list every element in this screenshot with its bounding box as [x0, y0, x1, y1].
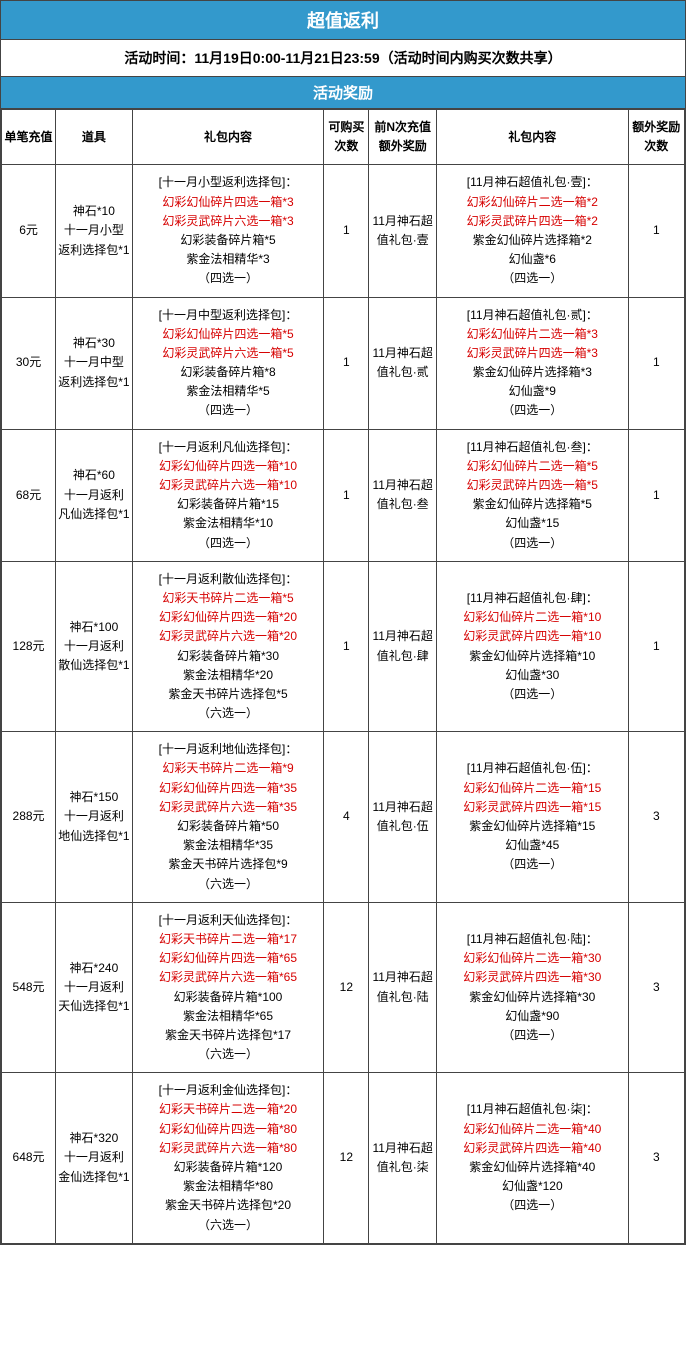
cell-reward: 11月神石超值礼包·柒	[369, 1073, 437, 1244]
cell-count: 12	[324, 902, 369, 1073]
cell-item: 神石*100十一月返利散仙选择包*1	[56, 561, 133, 732]
cell-count: 1	[324, 165, 369, 297]
col-content2: 礼包内容	[437, 110, 629, 165]
cell-content2: [11月神石超值礼包·肆]：幻彩幻仙碎片二选一箱*10幻彩灵武碎片四选一箱*10…	[437, 561, 629, 732]
cell-item: 神石*30十一月中型返利选择包*1	[56, 297, 133, 429]
cell-reward: 11月神石超值礼包·肆	[369, 561, 437, 732]
col-price: 单笔充值	[2, 110, 56, 165]
event-time: 活动时间：11月19日0:00-11月21日23:59（活动时间内购买次数共享）	[1, 40, 685, 77]
cell-count: 12	[324, 1073, 369, 1244]
cell-extracount: 1	[628, 561, 684, 732]
cell-content2: [11月神石超值礼包·柒]：幻彩幻仙碎片二选一箱*40幻彩灵武碎片四选一箱*40…	[437, 1073, 629, 1244]
header-title: 超值返利	[1, 1, 685, 40]
col-extracount: 额外奖励次数	[628, 110, 684, 165]
cell-reward: 11月神石超值礼包·壹	[369, 165, 437, 297]
cell-content1: [十一月返利金仙选择包]：幻彩天书碎片二选一箱*20幻彩幻仙碎片四选一箱*80幻…	[132, 1073, 324, 1244]
table-row: 68元神石*60十一月返利凡仙选择包*1[十一月返利凡仙选择包]：幻彩幻仙碎片四…	[2, 429, 685, 561]
cell-content1: [十一月返利散仙选择包]：幻彩天书碎片二选一箱*5幻彩幻仙碎片四选一箱*20幻彩…	[132, 561, 324, 732]
table-row: 288元神石*150十一月返利地仙选择包*1[十一月返利地仙选择包]：幻彩天书碎…	[2, 732, 685, 903]
cell-content1: [十一月小型返利选择包]：幻彩幻仙碎片四选一箱*3幻彩灵武碎片六选一箱*3幻彩装…	[132, 165, 324, 297]
cell-item: 神石*60十一月返利凡仙选择包*1	[56, 429, 133, 561]
cell-content2: [11月神石超值礼包·叁]：幻彩幻仙碎片二选一箱*5幻彩灵武碎片四选一箱*5紫金…	[437, 429, 629, 561]
cell-extracount: 1	[628, 165, 684, 297]
cell-count: 1	[324, 429, 369, 561]
cell-item: 神石*10十一月小型返利选择包*1	[56, 165, 133, 297]
table-row: 648元神石*320十一月返利金仙选择包*1[十一月返利金仙选择包]：幻彩天书碎…	[2, 1073, 685, 1244]
cell-content2: [11月神石超值礼包·壹]：幻彩幻仙碎片二选一箱*2幻彩灵武碎片四选一箱*2紫金…	[437, 165, 629, 297]
col-count: 可购买次数	[324, 110, 369, 165]
cell-extracount: 1	[628, 429, 684, 561]
table-row: 548元神石*240十一月返利天仙选择包*1[十一月返利天仙选择包]：幻彩天书碎…	[2, 902, 685, 1073]
cell-content2: [11月神石超值礼包·陆]：幻彩幻仙碎片二选一箱*30幻彩灵武碎片四选一箱*30…	[437, 902, 629, 1073]
cell-price: 6元	[2, 165, 56, 297]
cell-content1: [十一月返利凡仙选择包]：幻彩幻仙碎片四选一箱*10幻彩灵武碎片六选一箱*10幻…	[132, 429, 324, 561]
cell-content1: [十一月中型返利选择包]：幻彩幻仙碎片四选一箱*5幻彩灵武碎片六选一箱*5幻彩装…	[132, 297, 324, 429]
cell-reward: 11月神石超值礼包·伍	[369, 732, 437, 903]
cell-item: 神石*320十一月返利金仙选择包*1	[56, 1073, 133, 1244]
col-reward: 前N次充值额外奖励	[369, 110, 437, 165]
table-header-row: 单笔充值 道具 礼包内容 可购买次数 前N次充值额外奖励 礼包内容 额外奖励次数	[2, 110, 685, 165]
cell-price: 548元	[2, 902, 56, 1073]
cell-price: 648元	[2, 1073, 56, 1244]
col-content1: 礼包内容	[132, 110, 324, 165]
table-row: 128元神石*100十一月返利散仙选择包*1[十一月返利散仙选择包]：幻彩天书碎…	[2, 561, 685, 732]
cell-count: 4	[324, 732, 369, 903]
table-row: 30元神石*30十一月中型返利选择包*1[十一月中型返利选择包]：幻彩幻仙碎片四…	[2, 297, 685, 429]
table-row: 6元神石*10十一月小型返利选择包*1[十一月小型返利选择包]：幻彩幻仙碎片四选…	[2, 165, 685, 297]
cell-item: 神石*240十一月返利天仙选择包*1	[56, 902, 133, 1073]
cell-content1: [十一月返利地仙选择包]：幻彩天书碎片二选一箱*9幻彩幻仙碎片四选一箱*35幻彩…	[132, 732, 324, 903]
cell-item: 神石*150十一月返利地仙选择包*1	[56, 732, 133, 903]
cell-price: 68元	[2, 429, 56, 561]
rewards-table: 单笔充值 道具 礼包内容 可购买次数 前N次充值额外奖励 礼包内容 额外奖励次数…	[1, 109, 685, 1244]
col-item: 道具	[56, 110, 133, 165]
cell-price: 128元	[2, 561, 56, 732]
cell-count: 1	[324, 561, 369, 732]
cell-extracount: 3	[628, 732, 684, 903]
cell-count: 1	[324, 297, 369, 429]
cell-extracount: 3	[628, 902, 684, 1073]
section-title: 活动奖励	[1, 77, 685, 109]
cell-extracount: 3	[628, 1073, 684, 1244]
cell-content2: [11月神石超值礼包·贰]：幻彩幻仙碎片二选一箱*3幻彩灵武碎片四选一箱*3紫金…	[437, 297, 629, 429]
cell-content1: [十一月返利天仙选择包]：幻彩天书碎片二选一箱*17幻彩幻仙碎片四选一箱*65幻…	[132, 902, 324, 1073]
cell-content2: [11月神石超值礼包·伍]：幻彩幻仙碎片二选一箱*15幻彩灵武碎片四选一箱*15…	[437, 732, 629, 903]
rebate-event-table: 超值返利 活动时间：11月19日0:00-11月21日23:59（活动时间内购买…	[0, 0, 686, 1245]
cell-reward: 11月神石超值礼包·贰	[369, 297, 437, 429]
cell-reward: 11月神石超值礼包·陆	[369, 902, 437, 1073]
cell-price: 30元	[2, 297, 56, 429]
cell-extracount: 1	[628, 297, 684, 429]
cell-reward: 11月神石超值礼包·叁	[369, 429, 437, 561]
cell-price: 288元	[2, 732, 56, 903]
